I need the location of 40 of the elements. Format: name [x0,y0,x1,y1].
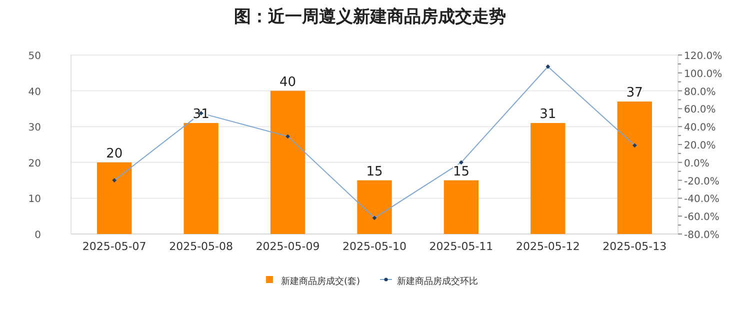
y2-tick-label: -20.0% [684,176,720,188]
data-label: 40 [280,74,296,90]
y-tick-label: 30 [28,122,41,134]
y2-tick-label: 80.0% [684,86,716,98]
y2-tick-label: -80.0% [684,230,720,241]
y-tick-label: 50 [28,51,41,62]
bar [530,123,566,234]
y2-tick-label: 40.0% [684,122,716,134]
x-tick-label: 2025-05-13 [602,240,667,253]
y2-tick-label: 60.0% [684,104,716,116]
y-tick-label: 10 [28,194,41,206]
bar [444,180,479,234]
data-label: 20 [106,146,123,162]
data-label: 37 [626,86,643,101]
x-tick-label: 2025-05-07 [82,240,146,253]
data-label: 15 [452,164,470,180]
bar [97,162,132,234]
x-tick-label: 2025-05-10 [342,240,406,253]
y-tick-label: 0 [34,230,41,241]
chart-title: 图：近一周遵义新建商品房成交走势 [234,7,506,27]
x-tick-label: 2025-05-09 [256,240,320,253]
y-tick-label: 20 [28,158,41,170]
bar [184,123,218,234]
y2-tick-label: -40.0% [684,194,720,206]
y2-tick-label: 100.0% [684,68,722,80]
legend-label: 新建商品房成交(套) [281,276,360,287]
bar [270,90,306,234]
x-tick-label: 2025-05-11 [429,240,494,253]
y2-tick-label: 120.0% [684,51,722,62]
legend-label: 新建商品房成交环比 [397,276,478,287]
y2-tick-label: -60.0% [684,212,720,224]
x-tick-label: 2025-05-08 [169,240,234,253]
y2-tick-label: 20.0% [684,140,716,152]
data-label: 15 [366,164,383,180]
y2-tick-label: 0.0% [684,158,710,170]
x-tick-label: 2025-05-12 [516,240,580,253]
bar [357,180,392,234]
y-tick-label: 40 [28,86,41,98]
data-label: 31 [540,107,556,122]
bar [617,102,652,234]
